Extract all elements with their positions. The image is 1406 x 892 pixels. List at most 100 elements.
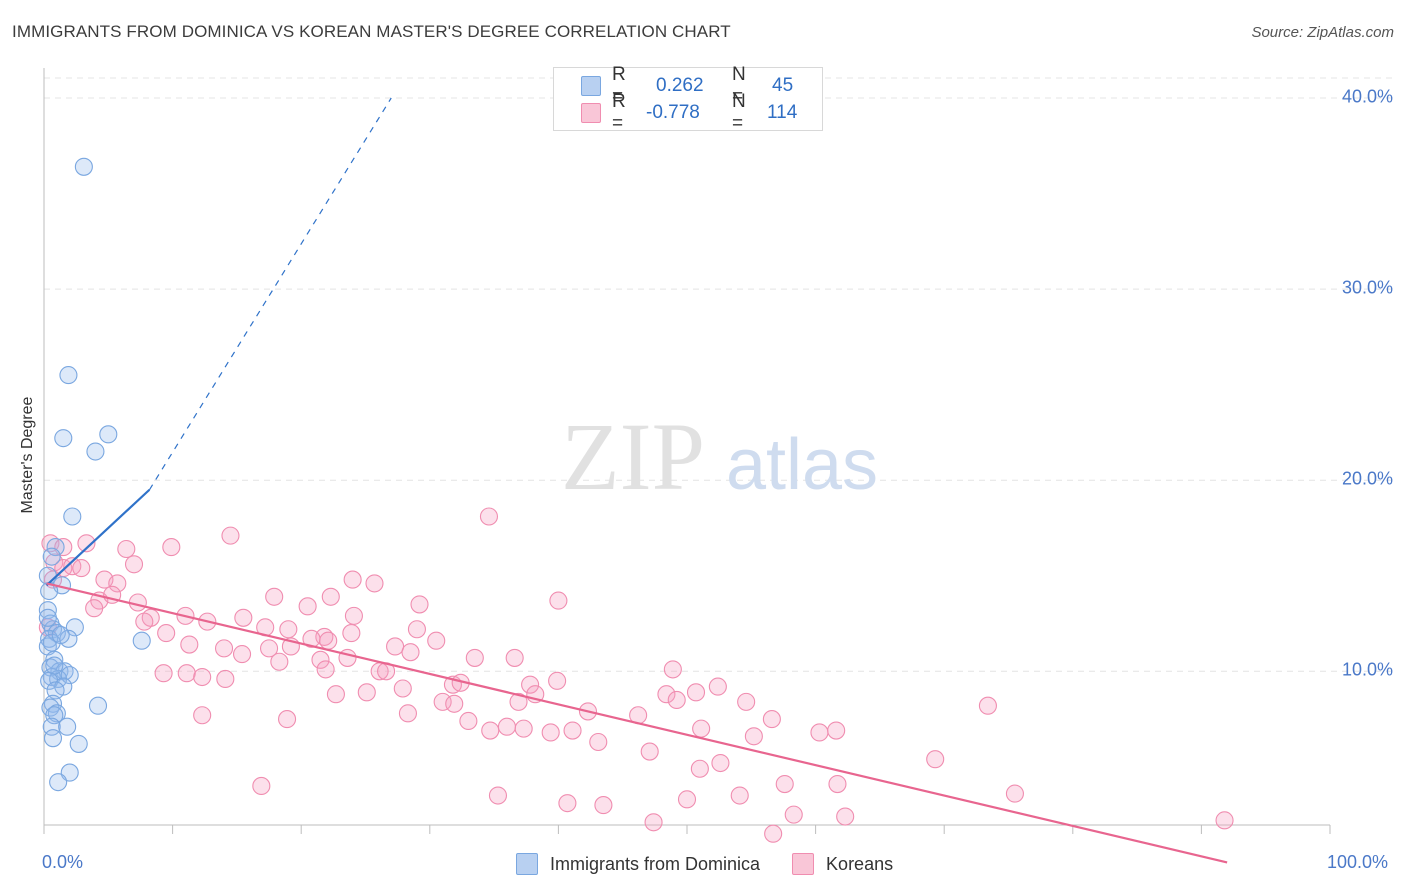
dominica-point — [59, 366, 78, 385]
korean-point — [344, 606, 363, 625]
korean-point — [479, 507, 499, 526]
korean-point — [365, 574, 384, 593]
dominica-point — [74, 157, 93, 176]
r-value: -0.778 — [646, 102, 700, 123]
korean-point — [316, 660, 335, 679]
korean-point — [398, 704, 417, 723]
korean-point — [311, 650, 330, 669]
y-tick-label-30: 30.0% — [1341, 277, 1393, 298]
legend-label-korean: Koreans — [826, 853, 894, 874]
r-value: 0.262 — [656, 75, 704, 96]
korean-point — [497, 717, 517, 736]
korean-point — [762, 710, 781, 729]
korean-point — [465, 648, 484, 667]
korean-point — [298, 597, 317, 616]
korean-point — [427, 631, 446, 650]
korean-point — [357, 683, 376, 702]
korean-point — [117, 539, 136, 559]
r-label: R = — [612, 64, 626, 107]
x-tick-label-max: 100.0% — [1327, 852, 1389, 872]
dominica-point — [51, 625, 70, 645]
korean-point — [193, 706, 212, 725]
korean-point — [1215, 811, 1234, 830]
korean-point — [343, 570, 362, 589]
korean-point — [594, 796, 613, 815]
korean-point — [521, 675, 540, 694]
korean-point — [401, 643, 420, 662]
korean-point — [154, 664, 173, 683]
korean-point — [157, 624, 176, 643]
r-label: R = — [612, 91, 626, 134]
n-label: N = — [732, 64, 746, 107]
korean-point — [836, 807, 855, 826]
korean-point — [775, 774, 794, 794]
dominica-point — [46, 681, 65, 700]
korean-point — [342, 624, 361, 643]
dominica-point — [69, 734, 88, 753]
legend-swatch-korean — [792, 853, 815, 875]
korean-point — [563, 721, 582, 740]
korean-point — [319, 631, 338, 650]
korean-point — [657, 685, 676, 704]
dominica-point — [38, 601, 57, 620]
korean-point — [72, 559, 91, 578]
korean-point — [677, 790, 697, 809]
dominica-point — [54, 429, 73, 448]
korean-point — [108, 574, 127, 593]
dominica-point — [47, 704, 66, 723]
chart-title: IMMIGRANTS FROM DOMINICA VS KOREAN MASTE… — [12, 22, 731, 41]
korean-point — [259, 639, 279, 658]
korean-point — [216, 669, 235, 688]
dominica-trendline-extension — [148, 97, 392, 491]
korean-point — [690, 759, 709, 778]
legend-item-korean[interactable]: Koreans — [792, 853, 893, 875]
y-tick-label-10: 10.0% — [1341, 659, 1393, 680]
korean-point — [978, 696, 997, 715]
legend-label-dominica: Immigrants from Dominica — [550, 853, 761, 874]
watermark-zip: ZIP — [561, 403, 705, 510]
korean-point — [481, 721, 500, 740]
n-value: 114 — [767, 102, 798, 123]
korean-point — [1005, 784, 1024, 803]
korean-point — [549, 591, 568, 610]
korean-point — [589, 732, 608, 752]
korean-point — [410, 595, 429, 614]
korean-point — [214, 639, 234, 658]
korean-point — [338, 648, 357, 667]
dominica-point — [42, 717, 61, 736]
x-tick-marks — [43, 825, 1331, 834]
korean-point — [548, 671, 567, 690]
watermark-atlas: atlas — [726, 425, 878, 505]
korean-point — [827, 721, 846, 740]
legend-item-dominica[interactable]: Immigrants from Dominica — [516, 853, 760, 875]
x-tick-label-min: 0.0% — [42, 852, 84, 872]
korean-point — [85, 599, 104, 618]
dominica-point — [49, 773, 68, 792]
dominica-point — [132, 631, 151, 650]
korean-point — [270, 652, 289, 671]
korean-point — [509, 692, 528, 711]
dominica-point — [65, 618, 84, 637]
korean-point — [784, 805, 803, 824]
korean-point — [926, 750, 945, 769]
dominica-point — [43, 729, 63, 748]
korean-point — [810, 723, 829, 742]
korean-point — [386, 637, 405, 656]
korean-point — [326, 685, 345, 704]
korean-point — [708, 677, 727, 696]
correlation-legend: R = 0.262 N = 45 R = -0.778 N = 114 — [553, 64, 823, 134]
korean-point — [63, 557, 82, 576]
dominica-point — [99, 425, 118, 444]
y-axis-label: Master's Degree — [19, 396, 36, 514]
korean-point — [77, 534, 96, 553]
korean-point — [279, 620, 298, 639]
korean-point — [321, 587, 340, 606]
korean-point — [686, 683, 706, 702]
korean-point — [737, 692, 756, 711]
korean-point — [393, 679, 412, 698]
korean-point — [124, 555, 144, 574]
korean-point — [640, 742, 659, 761]
korean-point — [193, 667, 212, 687]
dominica-point — [88, 696, 108, 715]
